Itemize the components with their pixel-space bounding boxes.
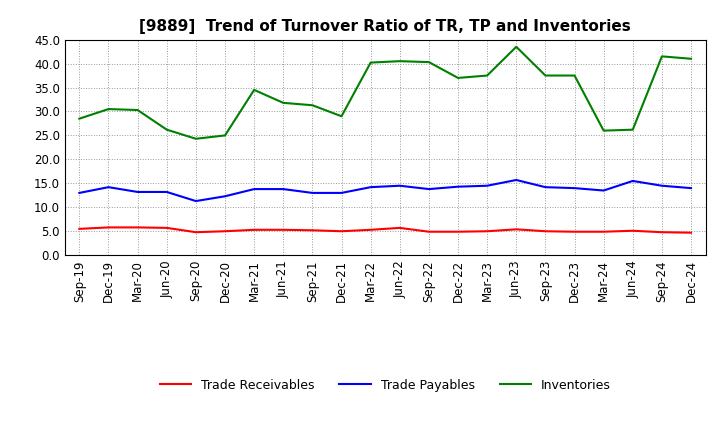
Trade Payables bbox=[599, 188, 608, 193]
Trade Receivables bbox=[512, 227, 521, 232]
Trade Receivables bbox=[483, 229, 492, 234]
Trade Payables bbox=[250, 187, 258, 192]
Trade Receivables bbox=[163, 225, 171, 231]
Inventories bbox=[220, 133, 229, 138]
Trade Receivables bbox=[220, 229, 229, 234]
Inventories bbox=[395, 59, 404, 64]
Trade Receivables bbox=[104, 225, 113, 230]
Inventories bbox=[308, 103, 317, 108]
Trade Payables bbox=[425, 187, 433, 192]
Trade Payables bbox=[541, 184, 550, 190]
Inventories bbox=[279, 100, 287, 106]
Trade Payables bbox=[570, 186, 579, 191]
Trade Payables bbox=[192, 198, 200, 204]
Trade Receivables bbox=[75, 226, 84, 231]
Legend: Trade Receivables, Trade Payables, Inventories: Trade Receivables, Trade Payables, Inven… bbox=[155, 374, 616, 396]
Inventories bbox=[687, 56, 696, 62]
Trade Payables bbox=[395, 183, 404, 188]
Trade Payables bbox=[337, 190, 346, 195]
Trade Payables bbox=[75, 190, 84, 195]
Inventories bbox=[337, 114, 346, 119]
Trade Receivables bbox=[395, 225, 404, 231]
Trade Payables bbox=[454, 184, 462, 189]
Line: Trade Payables: Trade Payables bbox=[79, 180, 691, 201]
Inventories bbox=[541, 73, 550, 78]
Trade Payables bbox=[133, 189, 142, 194]
Inventories bbox=[512, 44, 521, 49]
Inventories bbox=[366, 60, 375, 65]
Inventories bbox=[570, 73, 579, 78]
Inventories bbox=[250, 87, 258, 92]
Trade Receivables bbox=[599, 229, 608, 235]
Title: [9889]  Trend of Turnover Ratio of TR, TP and Inventories: [9889] Trend of Turnover Ratio of TR, TP… bbox=[140, 19, 631, 34]
Trade Receivables bbox=[657, 230, 666, 235]
Trade Payables bbox=[366, 184, 375, 190]
Trade Receivables bbox=[133, 225, 142, 230]
Inventories bbox=[599, 128, 608, 133]
Inventories bbox=[133, 107, 142, 113]
Trade Receivables bbox=[366, 227, 375, 232]
Trade Receivables bbox=[629, 228, 637, 233]
Trade Payables bbox=[220, 194, 229, 199]
Inventories bbox=[104, 106, 113, 112]
Trade Receivables bbox=[454, 229, 462, 235]
Trade Receivables bbox=[425, 229, 433, 235]
Trade Receivables bbox=[570, 229, 579, 235]
Trade Payables bbox=[629, 178, 637, 183]
Inventories bbox=[657, 54, 666, 59]
Inventories bbox=[629, 127, 637, 132]
Trade Receivables bbox=[541, 229, 550, 234]
Line: Trade Receivables: Trade Receivables bbox=[79, 227, 691, 233]
Trade Payables bbox=[687, 186, 696, 191]
Inventories bbox=[425, 59, 433, 65]
Trade Payables bbox=[163, 189, 171, 194]
Trade Payables bbox=[308, 190, 317, 195]
Trade Payables bbox=[512, 177, 521, 183]
Trade Receivables bbox=[192, 230, 200, 235]
Trade Receivables bbox=[687, 230, 696, 235]
Inventories bbox=[483, 73, 492, 78]
Inventories bbox=[192, 136, 200, 141]
Inventories bbox=[163, 127, 171, 132]
Trade Payables bbox=[657, 183, 666, 188]
Trade Payables bbox=[104, 184, 113, 190]
Line: Inventories: Inventories bbox=[79, 47, 691, 139]
Trade Receivables bbox=[337, 229, 346, 234]
Inventories bbox=[454, 75, 462, 81]
Trade Receivables bbox=[279, 227, 287, 232]
Trade Receivables bbox=[308, 227, 317, 233]
Trade Payables bbox=[483, 183, 492, 188]
Inventories bbox=[75, 116, 84, 121]
Trade Receivables bbox=[250, 227, 258, 232]
Trade Payables bbox=[279, 187, 287, 192]
